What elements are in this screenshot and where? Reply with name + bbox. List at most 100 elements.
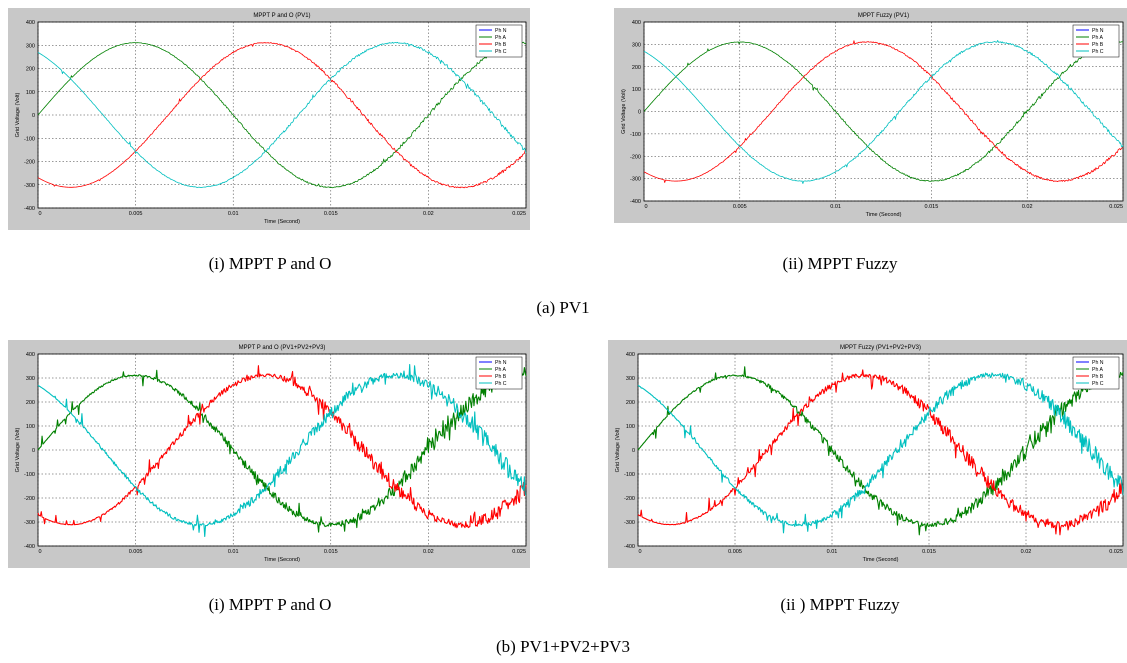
x-axis-label: Time (Second): [264, 219, 300, 225]
y-tick-label: 300: [626, 376, 635, 382]
panel-caption: (ii) MPPT Fuzzy: [782, 254, 898, 273]
chart-panel-b-fuzzy: MPPT Fuzzy (PV1+PV2+PV3) 0 0.005 0.01 0.015 0…: [608, 340, 1127, 568]
y-axis-label: Grid Voltage (Volt): [621, 89, 627, 134]
x-axis-label: Time (Second): [866, 212, 902, 218]
chart-title: MPPT P and O (PV1): [253, 13, 310, 19]
y-tick-label: 300: [26, 43, 35, 49]
legend-label: Ph C: [495, 381, 507, 387]
y-tick-label: -200: [24, 496, 35, 502]
y-tick-label: -400: [24, 544, 35, 550]
x-tick-label: 0.02: [423, 549, 434, 555]
series-line-ph-c: [37, 364, 527, 538]
legend-label: Ph C: [495, 49, 507, 55]
y-tick-label: 200: [632, 65, 641, 71]
legend-label: Ph B: [1092, 374, 1104, 380]
y-tick-label: 100: [632, 87, 641, 93]
chart-title: MPPT Fuzzy (PV1+PV2+PV3): [840, 345, 921, 351]
y-tick-label: 300: [26, 376, 35, 382]
chart-panel-a-fuzzy: MPPT Fuzzy (PV1) 0 0.005 0.01 0.015 0.02 0.025…: [614, 8, 1127, 223]
x-tick-label: 0.015: [922, 549, 936, 555]
legend-label: Ph B: [495, 42, 507, 48]
series-line-ph-b: [37, 365, 527, 529]
x-tick-label: 0.025: [1109, 204, 1123, 210]
x-tick-label: 0.01: [228, 211, 239, 217]
x-tick-label: 0: [38, 549, 41, 555]
x-tick-label: 0.015: [324, 549, 338, 555]
y-tick-label: -400: [624, 544, 635, 550]
y-tick-label: -300: [24, 520, 35, 526]
x-axis-label: Time (Second): [264, 557, 300, 563]
x-axis-label: Time (Second): [863, 557, 899, 563]
legend-label: Ph B: [1092, 42, 1104, 48]
y-tick-label: -300: [624, 520, 635, 526]
y-tick-label: -100: [24, 472, 35, 478]
chart-title: MPPT P and O (PV1+PV2+PV3): [239, 345, 326, 351]
y-axis-label: Grid Voltage (Volt): [15, 93, 21, 138]
legend-label: Ph N: [1092, 28, 1104, 34]
x-tick-label: 0.02: [1021, 549, 1032, 555]
x-tick-label: 0.01: [228, 549, 239, 555]
legend-label: Ph A: [1092, 367, 1103, 373]
x-tick-label: 0.025: [512, 549, 526, 555]
x-tick-label: 0.005: [129, 211, 143, 217]
x-tick-label: 0.01: [827, 549, 838, 555]
series-line-ph-b: [637, 369, 1124, 536]
group-caption: (a) PV1: [536, 298, 590, 317]
series-line-ph-c: [643, 40, 1124, 184]
series-line-ph-b: [37, 42, 527, 189]
group-caption: (b) PV1+PV2+PV3: [496, 637, 630, 656]
x-tick-label: 0.01: [830, 204, 841, 210]
x-tick-label: 0: [38, 211, 41, 217]
y-tick-label: 200: [26, 67, 35, 73]
y-tick-label: 400: [26, 352, 35, 358]
y-tick-label: 200: [626, 400, 635, 406]
y-tick-label: -100: [24, 136, 35, 142]
series-line-ph-a: [37, 41, 527, 189]
series-line-ph-a: [637, 366, 1124, 536]
x-tick-label: 0: [644, 204, 647, 210]
series-line-ph-c: [637, 372, 1124, 534]
y-tick-label: 100: [26, 424, 35, 430]
y-tick-label: 300: [632, 42, 641, 48]
chart-svg: MPPT Fuzzy (PV1+PV2+PV3) 0 0.005 0.01 0.015 0…: [608, 340, 1127, 568]
chart-svg: MPPT P and O (PV1+PV2+PV3) 0 0.005 0.01 0.01…: [8, 340, 530, 568]
series-line-ph-c: [37, 41, 527, 188]
legend-label: Ph B: [495, 374, 507, 380]
series-line-ph-a: [643, 41, 1124, 182]
legend-label: Ph A: [495, 367, 506, 373]
x-tick-label: 0.005: [733, 204, 747, 210]
y-tick-label: -400: [24, 206, 35, 212]
x-tick-label: 0.005: [728, 549, 742, 555]
y-tick-label: 400: [632, 20, 641, 26]
y-tick-label: 400: [626, 352, 635, 358]
y-axis-label: Grid Voltage (Volt): [15, 428, 21, 473]
legend-label: Ph C: [1092, 381, 1104, 387]
x-tick-label: 0.025: [512, 211, 526, 217]
legend-label: Ph C: [1092, 49, 1104, 55]
y-tick-label: -200: [624, 496, 635, 502]
y-tick-label: 200: [26, 400, 35, 406]
legend-label: Ph N: [495, 360, 507, 366]
panel-caption: (ii ) MPPT Fuzzy: [780, 595, 900, 614]
y-tick-label: -100: [630, 132, 641, 138]
y-tick-label: 100: [26, 90, 35, 96]
legend-box: [475, 24, 523, 58]
series-line-ph-b: [643, 40, 1124, 183]
legend-label: Ph A: [495, 35, 506, 41]
panel-caption: (i) MPPT P and O: [208, 254, 332, 273]
y-tick-label: 0: [638, 110, 641, 116]
y-tick-label: -300: [24, 183, 35, 189]
y-tick-label: 400: [26, 20, 35, 26]
plot-area: [37, 21, 527, 209]
chart-svg: MPPT P and O (PV1) 0 0.005 0.01 0.015 0.02 0.0…: [8, 8, 530, 230]
legend-label: Ph N: [495, 28, 507, 34]
plot-area: [37, 353, 527, 547]
y-tick-label: -200: [24, 160, 35, 166]
y-tick-label: -100: [624, 472, 635, 478]
panel-caption: (i) MPPT P and O: [208, 595, 332, 614]
legend-label: Ph A: [1092, 35, 1103, 41]
chart-panel-b-pando: MPPT P and O (PV1+PV2+PV3) 0 0.005 0.01 0.01…: [8, 340, 530, 568]
y-axis-label: Grid Voltage (Volt): [615, 428, 621, 473]
x-tick-label: 0.015: [925, 204, 939, 210]
y-tick-label: -400: [630, 199, 641, 205]
